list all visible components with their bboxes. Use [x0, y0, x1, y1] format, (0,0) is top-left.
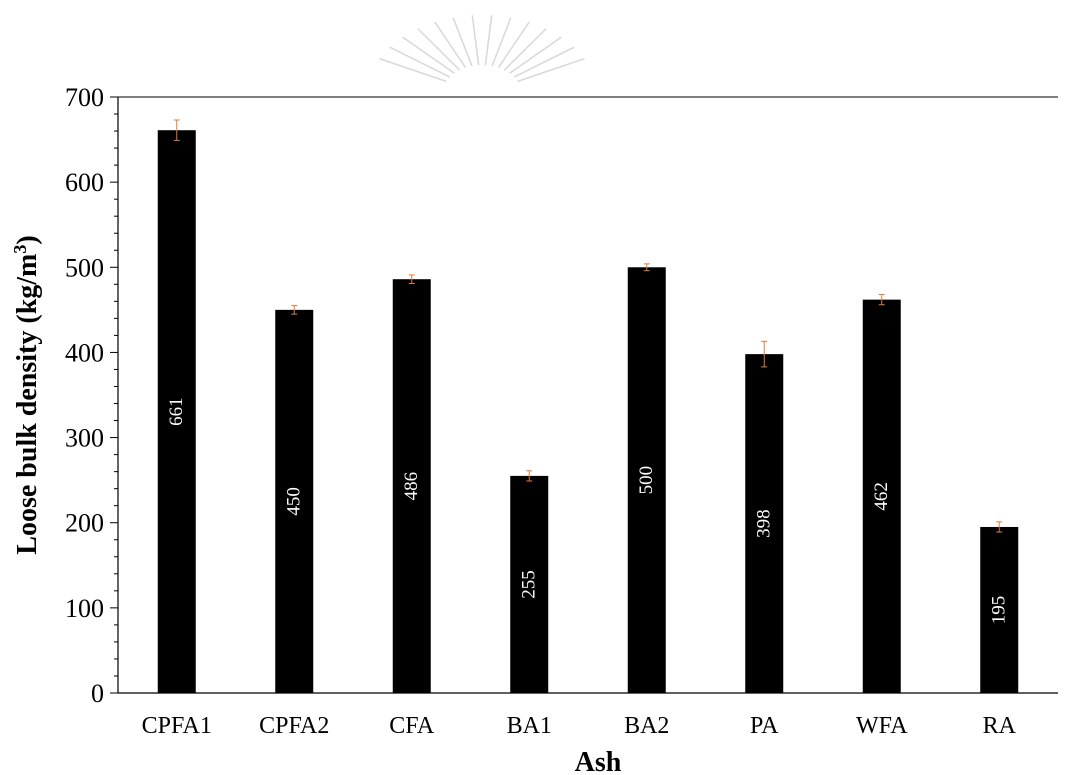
data-label-ra: 195 [989, 596, 1010, 625]
watermark-stroke [417, 28, 461, 71]
x-category-label: BA1 [507, 713, 552, 739]
bar-pa [745, 354, 784, 693]
y-tick-label: 400 [65, 338, 104, 367]
data-label-wfa: 462 [871, 482, 892, 511]
watermark-stroke [434, 21, 467, 69]
bar-ba2 [627, 267, 666, 693]
y-axis-title-superscript: 3 [10, 245, 30, 254]
data-label-ba2: 500 [636, 466, 657, 495]
watermark-stroke [471, 15, 480, 66]
bar-cpfa1 [157, 130, 196, 694]
x-category-label: PA [750, 713, 779, 739]
watermark-stroke [452, 17, 473, 67]
bars: 661 450 486 255 500 398 462 195 [157, 119, 1019, 694]
x-category-label: RA [983, 713, 1017, 739]
x-category-label: CPFA2 [259, 713, 329, 739]
watermark-stroke [379, 57, 447, 83]
watermark-stroke [517, 57, 585, 83]
watermark-logo [379, 15, 585, 83]
x-category-label: CFA [389, 713, 435, 739]
bar-cfa [392, 279, 431, 693]
y-tick-label: 200 [65, 509, 104, 538]
x-axis: CPFA1 CPFA2 CFA BA1 BA2 PA WFA RA [118, 692, 1058, 739]
watermark-stroke [497, 21, 530, 69]
watermark-stroke [484, 15, 493, 66]
data-label-cpfa1: 661 [166, 397, 187, 426]
y-tick-label: 500 [65, 253, 104, 282]
watermark-stroke [389, 46, 451, 78]
watermark-stroke [491, 17, 512, 67]
bar-ra [980, 526, 1019, 693]
watermark-stroke [402, 36, 455, 74]
y-axis-title: Loose bulk density (kg/m3) [10, 235, 43, 554]
watermark-stroke [503, 28, 547, 71]
data-label-ba1: 255 [519, 570, 540, 599]
data-label-pa: 398 [754, 509, 775, 538]
y-axis-title-main: Loose bulk density (kg/m [12, 254, 43, 555]
data-label-cfa: 486 [401, 472, 422, 501]
x-category-label: CPFA1 [142, 713, 212, 739]
watermark-stroke [513, 46, 575, 78]
bar-cpfa2 [275, 309, 314, 693]
y-axis-title-end: ) [12, 235, 43, 244]
x-category-label: BA2 [624, 713, 669, 739]
y-tick-label: 0 [91, 679, 104, 708]
y-tick-label: 300 [65, 424, 104, 453]
watermark-stroke [509, 36, 562, 74]
y-tick-label: 100 [65, 594, 104, 623]
bar-ba1 [510, 475, 549, 693]
bar-wfa [862, 299, 901, 693]
y-tick-label: 700 [65, 83, 104, 112]
x-category-label: WFA [856, 713, 908, 739]
data-label-cpfa2: 450 [284, 487, 305, 516]
y-axis: 0 100 200 300 400 500 600 700 [65, 83, 1058, 708]
y-tick-label: 600 [65, 168, 104, 197]
x-axis-title: Ash [575, 747, 622, 775]
